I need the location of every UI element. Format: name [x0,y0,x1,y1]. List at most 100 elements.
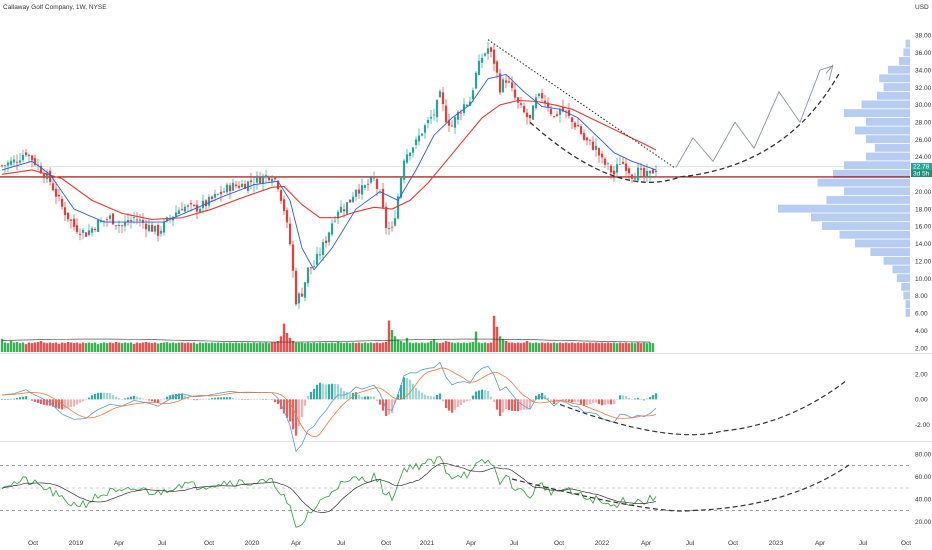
candle-body [201,200,205,209]
volume-bar [645,343,649,352]
profile-bar [861,100,910,109]
profile-bar [901,282,910,291]
macd-histogram-bar [414,387,418,400]
macd-histogram-bar [402,377,406,400]
candle-body [522,106,526,113]
macd-signal-line [1,367,657,438]
rsi-line [1,456,657,528]
macd-histogram-bar [330,383,334,400]
time-tick-label: Oct [28,540,38,547]
volume-bar [192,342,196,352]
candle-body [537,93,541,97]
candle-body [246,181,250,191]
macd-histogram-bar [273,399,277,402]
macd-histogram-bar [66,399,70,408]
macd-histogram-bar [336,384,340,400]
macd-histogram-bar [396,394,400,400]
candle-body [504,80,508,83]
volume-bar [171,342,175,352]
macd-histogram-bar [243,399,247,400]
price-tick-label: 32.00 [915,85,932,92]
volume-bar [195,343,199,352]
profile-bar [888,65,910,74]
volume-bar [405,337,409,352]
macd-histogram-bar [615,399,619,400]
volume-bar [132,343,136,352]
macd-histogram-bar [432,396,436,400]
macd-histogram-bar [108,393,112,400]
macd-histogram-bar [177,393,181,400]
volume-bar [333,343,337,352]
macd-histogram-bar [54,399,58,408]
candle-body [627,168,631,174]
candle-body [234,184,238,186]
profile-bar [896,274,910,283]
candle-body [156,224,160,236]
volume-bar [555,343,559,352]
macd-histogram-bar [165,396,169,400]
macd-histogram-bar [648,397,652,400]
candle-body [399,177,403,198]
time-tick-label: Jul [686,540,695,547]
macd-histogram-bar [237,399,241,400]
rsi-ma-line [1,463,657,513]
macd-histogram-bar [549,399,553,401]
candle-body [561,106,565,112]
candle-body [264,175,268,178]
volume-bar [258,342,262,352]
macd-histogram-bar [624,396,628,400]
volume-bar [351,342,355,352]
profile-bar [905,300,910,309]
macd-histogram-bar [168,395,172,400]
candle-body [639,168,643,170]
candle-body [417,135,421,142]
price-badge-value: 22.78 [913,164,930,171]
macd-histogram-bar [288,399,292,422]
macd-histogram-bar [84,399,88,401]
macd-histogram-bar [30,399,34,401]
candle-body [21,154,25,161]
macd-histogram-bar [63,399,67,409]
candle-body [606,163,610,165]
candle-body [162,221,166,233]
candle-body [189,202,193,205]
candle-body [594,145,598,150]
time-axis: Oct 2019 Apr Jul Oct 2020 Apr Jul Oct 2021 Apr Jul O… [28,540,911,547]
candle-body [303,282,307,298]
macd-histogram-bar [456,399,460,407]
profile-bar [866,135,910,144]
macd-histogram-bar [111,395,115,400]
candle-body [153,225,157,232]
candle-body [96,219,100,232]
candle-body [258,176,262,184]
volume-bar [336,341,340,352]
time-tick-label: 2020 [245,540,260,547]
macd-histogram-bar [72,399,76,407]
volume-bar [312,342,316,352]
macd-histogram-bar [426,395,430,400]
candle-body [333,220,337,222]
volume-bar [285,333,289,352]
volume-bar [606,342,610,352]
price-badge [911,163,932,170]
macd-histogram-bar [276,399,280,405]
volume-bar [318,342,322,352]
volume-bar [597,343,601,352]
candle-body [609,165,613,173]
candle-body [429,117,433,119]
profile-bar [839,230,910,239]
volume-bar [600,342,604,352]
macd-histogram-bar [375,399,379,401]
profile-bar [778,204,910,213]
candle-body [411,147,415,153]
candle-body [138,219,142,221]
price-tick-label: 4.00 [915,328,928,335]
time-tick-label: Jul [158,540,167,547]
volume-bar [552,342,556,352]
price-tick-label: 6.00 [915,311,928,318]
candle-body [87,230,91,236]
volume-bar [546,342,550,352]
candle-body [507,81,511,83]
macd-histogram-bar [444,399,448,409]
macd-histogram-bar [162,398,166,400]
